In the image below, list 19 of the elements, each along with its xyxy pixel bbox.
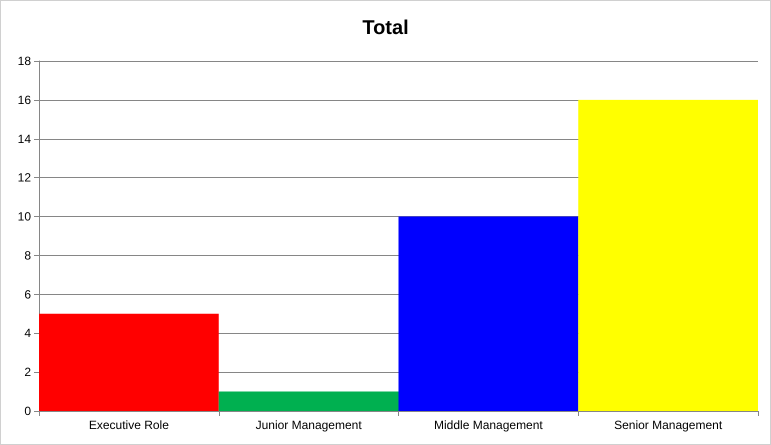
x-tick-label: Executive Role — [88, 418, 170, 432]
y-tick-label: 10 — [18, 210, 32, 224]
y-tick-label: 14 — [18, 132, 32, 146]
y-tick-label: 2 — [24, 365, 32, 380]
y-tick-label: 8 — [24, 248, 32, 262]
y-tick-label: 0 — [24, 404, 32, 418]
bar — [218, 392, 398, 411]
x-tick-label: Middle Management — [434, 418, 544, 432]
x-tick-label: Senior Management — [614, 418, 723, 432]
y-tick-label: 4 — [24, 326, 32, 340]
y-tick-label: 16 — [18, 92, 32, 107]
y-tick-label: 18 — [18, 54, 32, 68]
y-tick-label: 6 — [24, 287, 32, 302]
bar — [398, 216, 578, 411]
bar — [578, 100, 758, 411]
chart-title: Total — [362, 17, 409, 39]
x-tick-label: Junior Management — [256, 418, 362, 432]
y-tick-label: 12 — [18, 170, 32, 185]
bar — [39, 314, 219, 411]
